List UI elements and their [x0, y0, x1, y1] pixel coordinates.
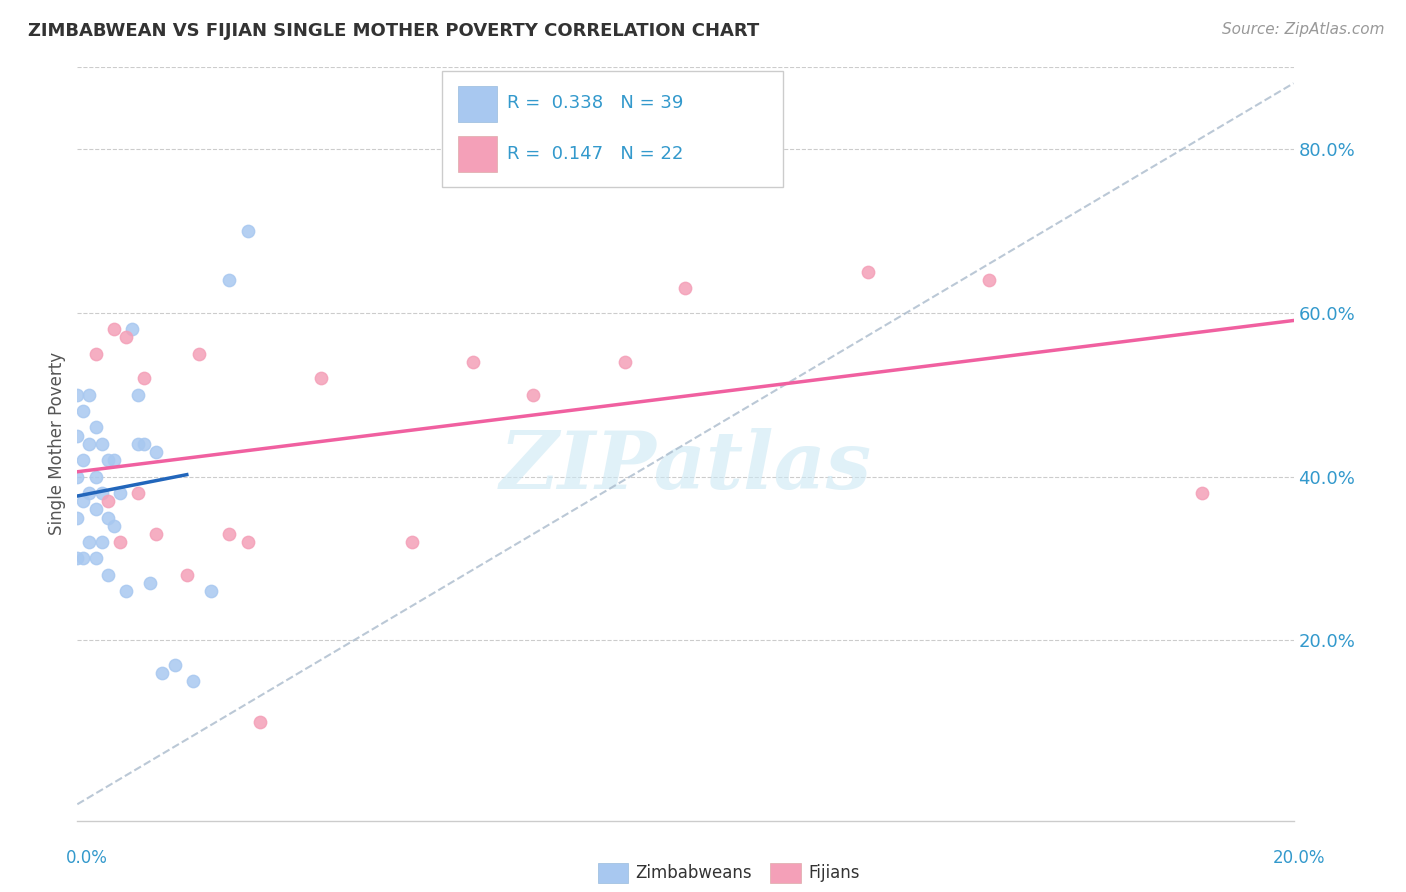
Point	[127, 387, 149, 401]
Point	[66, 510, 89, 524]
Text: ZIMBABWEAN VS FIJIAN SINGLE MOTHER POVERTY CORRELATION CHART: ZIMBABWEAN VS FIJIAN SINGLE MOTHER POVER…	[28, 22, 759, 40]
Point	[127, 486, 149, 500]
Text: 20.0%: 20.0%	[1272, 849, 1326, 867]
Point	[218, 527, 240, 541]
Point	[522, 387, 544, 401]
Text: 0.0%: 0.0%	[66, 849, 108, 867]
Text: R =  0.147   N = 22: R = 0.147 N = 22	[506, 145, 683, 162]
Point	[979, 273, 1001, 287]
Point	[72, 404, 94, 418]
Point	[236, 224, 259, 238]
Point	[127, 437, 149, 451]
Point	[176, 567, 198, 582]
Point	[84, 420, 107, 434]
Point	[84, 502, 107, 516]
Point	[613, 355, 636, 369]
Text: ZIPatlas: ZIPatlas	[499, 427, 872, 505]
Text: R =  0.338   N = 39: R = 0.338 N = 39	[506, 94, 683, 112]
Point	[97, 494, 120, 508]
Text: Zimbabweans: Zimbabweans	[636, 864, 752, 882]
Point	[181, 674, 204, 689]
Point	[145, 445, 167, 459]
Bar	[458, 86, 496, 122]
Point	[139, 576, 162, 591]
Point	[218, 273, 240, 287]
Point	[79, 437, 101, 451]
Point	[309, 371, 332, 385]
Point	[79, 486, 101, 500]
Point	[461, 355, 484, 369]
Y-axis label: Single Mother Poverty: Single Mother Poverty	[48, 352, 66, 535]
Point	[90, 535, 112, 549]
Point	[72, 551, 94, 566]
Point	[200, 584, 222, 599]
Point	[97, 510, 120, 524]
Point	[103, 453, 125, 467]
Point	[152, 666, 174, 681]
Point	[97, 567, 120, 582]
Point	[66, 551, 89, 566]
Point	[675, 281, 697, 295]
Point	[163, 657, 186, 672]
Text: Source: ZipAtlas.com: Source: ZipAtlas.com	[1222, 22, 1385, 37]
Point	[72, 494, 94, 508]
Point	[103, 322, 125, 336]
Point	[79, 535, 101, 549]
Point	[90, 437, 112, 451]
Point	[66, 428, 89, 442]
Point	[90, 486, 112, 500]
Point	[236, 535, 259, 549]
Point	[249, 715, 271, 730]
Point	[103, 518, 125, 533]
Point	[84, 469, 107, 483]
Point	[84, 346, 107, 360]
Point	[145, 527, 167, 541]
Point	[856, 265, 879, 279]
Point	[121, 322, 143, 336]
Point	[97, 453, 120, 467]
Point	[79, 387, 101, 401]
Point	[66, 387, 89, 401]
Point	[108, 535, 131, 549]
Point	[401, 535, 423, 549]
Point	[134, 437, 156, 451]
Point	[188, 346, 211, 360]
Point	[1191, 486, 1213, 500]
Point	[72, 453, 94, 467]
Bar	[458, 136, 496, 172]
Point	[108, 486, 131, 500]
Text: Fijians: Fijians	[808, 864, 860, 882]
Point	[115, 330, 138, 344]
Point	[66, 469, 89, 483]
Point	[134, 371, 156, 385]
Point	[115, 584, 138, 599]
FancyBboxPatch shape	[441, 70, 783, 187]
Point	[84, 551, 107, 566]
